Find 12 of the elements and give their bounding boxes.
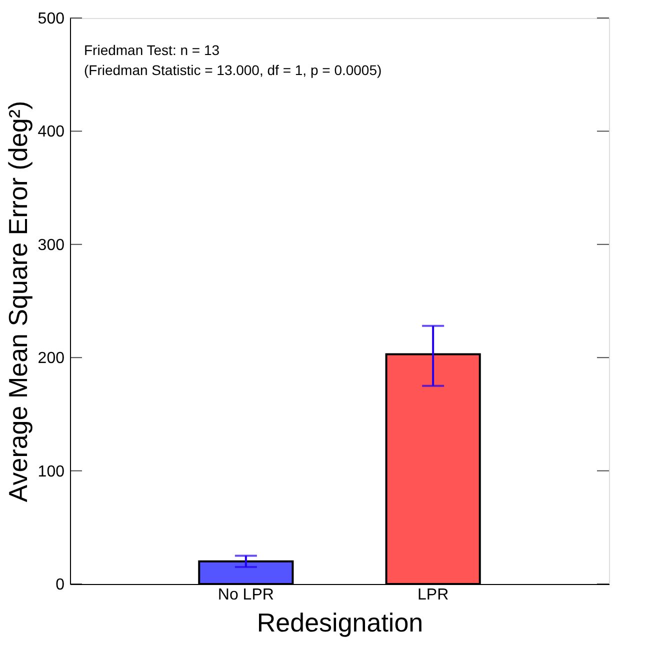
annotation: (Friedman Statistic = 13.000, df = 1, p = 0.0005): [84, 62, 382, 78]
x-tick-label: LPR: [418, 586, 449, 604]
y-tick-label: 400: [38, 124, 65, 141]
y-tick-label: 200: [38, 350, 65, 368]
x-tick-label: No LPR: [218, 586, 274, 604]
annotation: Friedman Test: n = 13: [84, 42, 220, 58]
x-axis-title: Redesignation: [256, 608, 424, 638]
y-tick-label: 300: [38, 236, 65, 254]
y-tick-label: 500: [38, 10, 65, 28]
y-tick-label: 100: [38, 463, 65, 480]
y-tick-label: 0: [56, 576, 65, 594]
y-axis-title: Average Mean Square Error (deg²): [2, 100, 33, 502]
